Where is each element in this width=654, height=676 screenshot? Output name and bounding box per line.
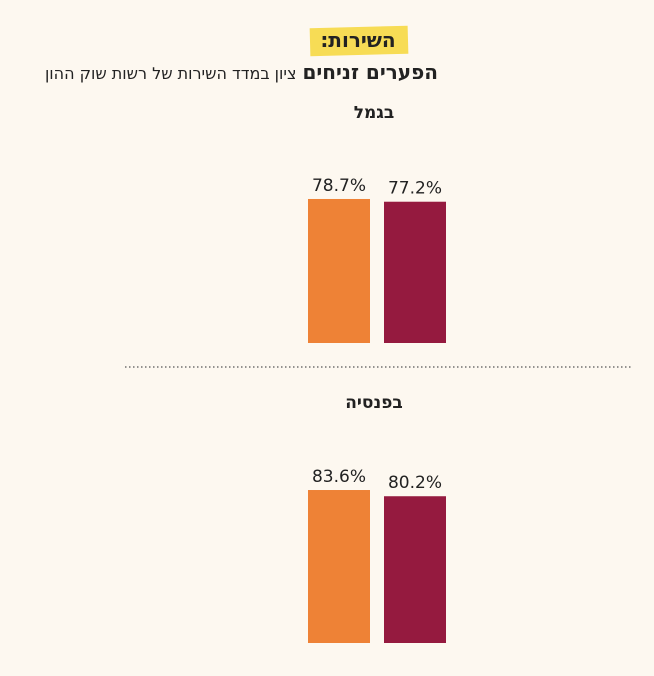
- bar: [384, 201, 446, 343]
- value-label: 83.6%: [312, 467, 366, 487]
- value-label: 80.2%: [388, 473, 442, 493]
- title: הפערים זניחים: [302, 60, 438, 84]
- value-label: 78.7%: [312, 176, 366, 196]
- bar: [384, 496, 446, 643]
- bar: [308, 490, 370, 643]
- panel-title: בגמל: [354, 103, 395, 123]
- subtitle: ציון במדד השירות של רשות שוק ההון: [44, 64, 297, 83]
- bar: [308, 198, 370, 343]
- tag: השירות:: [320, 28, 396, 52]
- value-label: 77.2%: [388, 179, 442, 199]
- heading: הפערים זניחים ציון במדד השירות של רשות שו…: [45, 60, 438, 84]
- panel-title: בפנסיה: [345, 393, 403, 413]
